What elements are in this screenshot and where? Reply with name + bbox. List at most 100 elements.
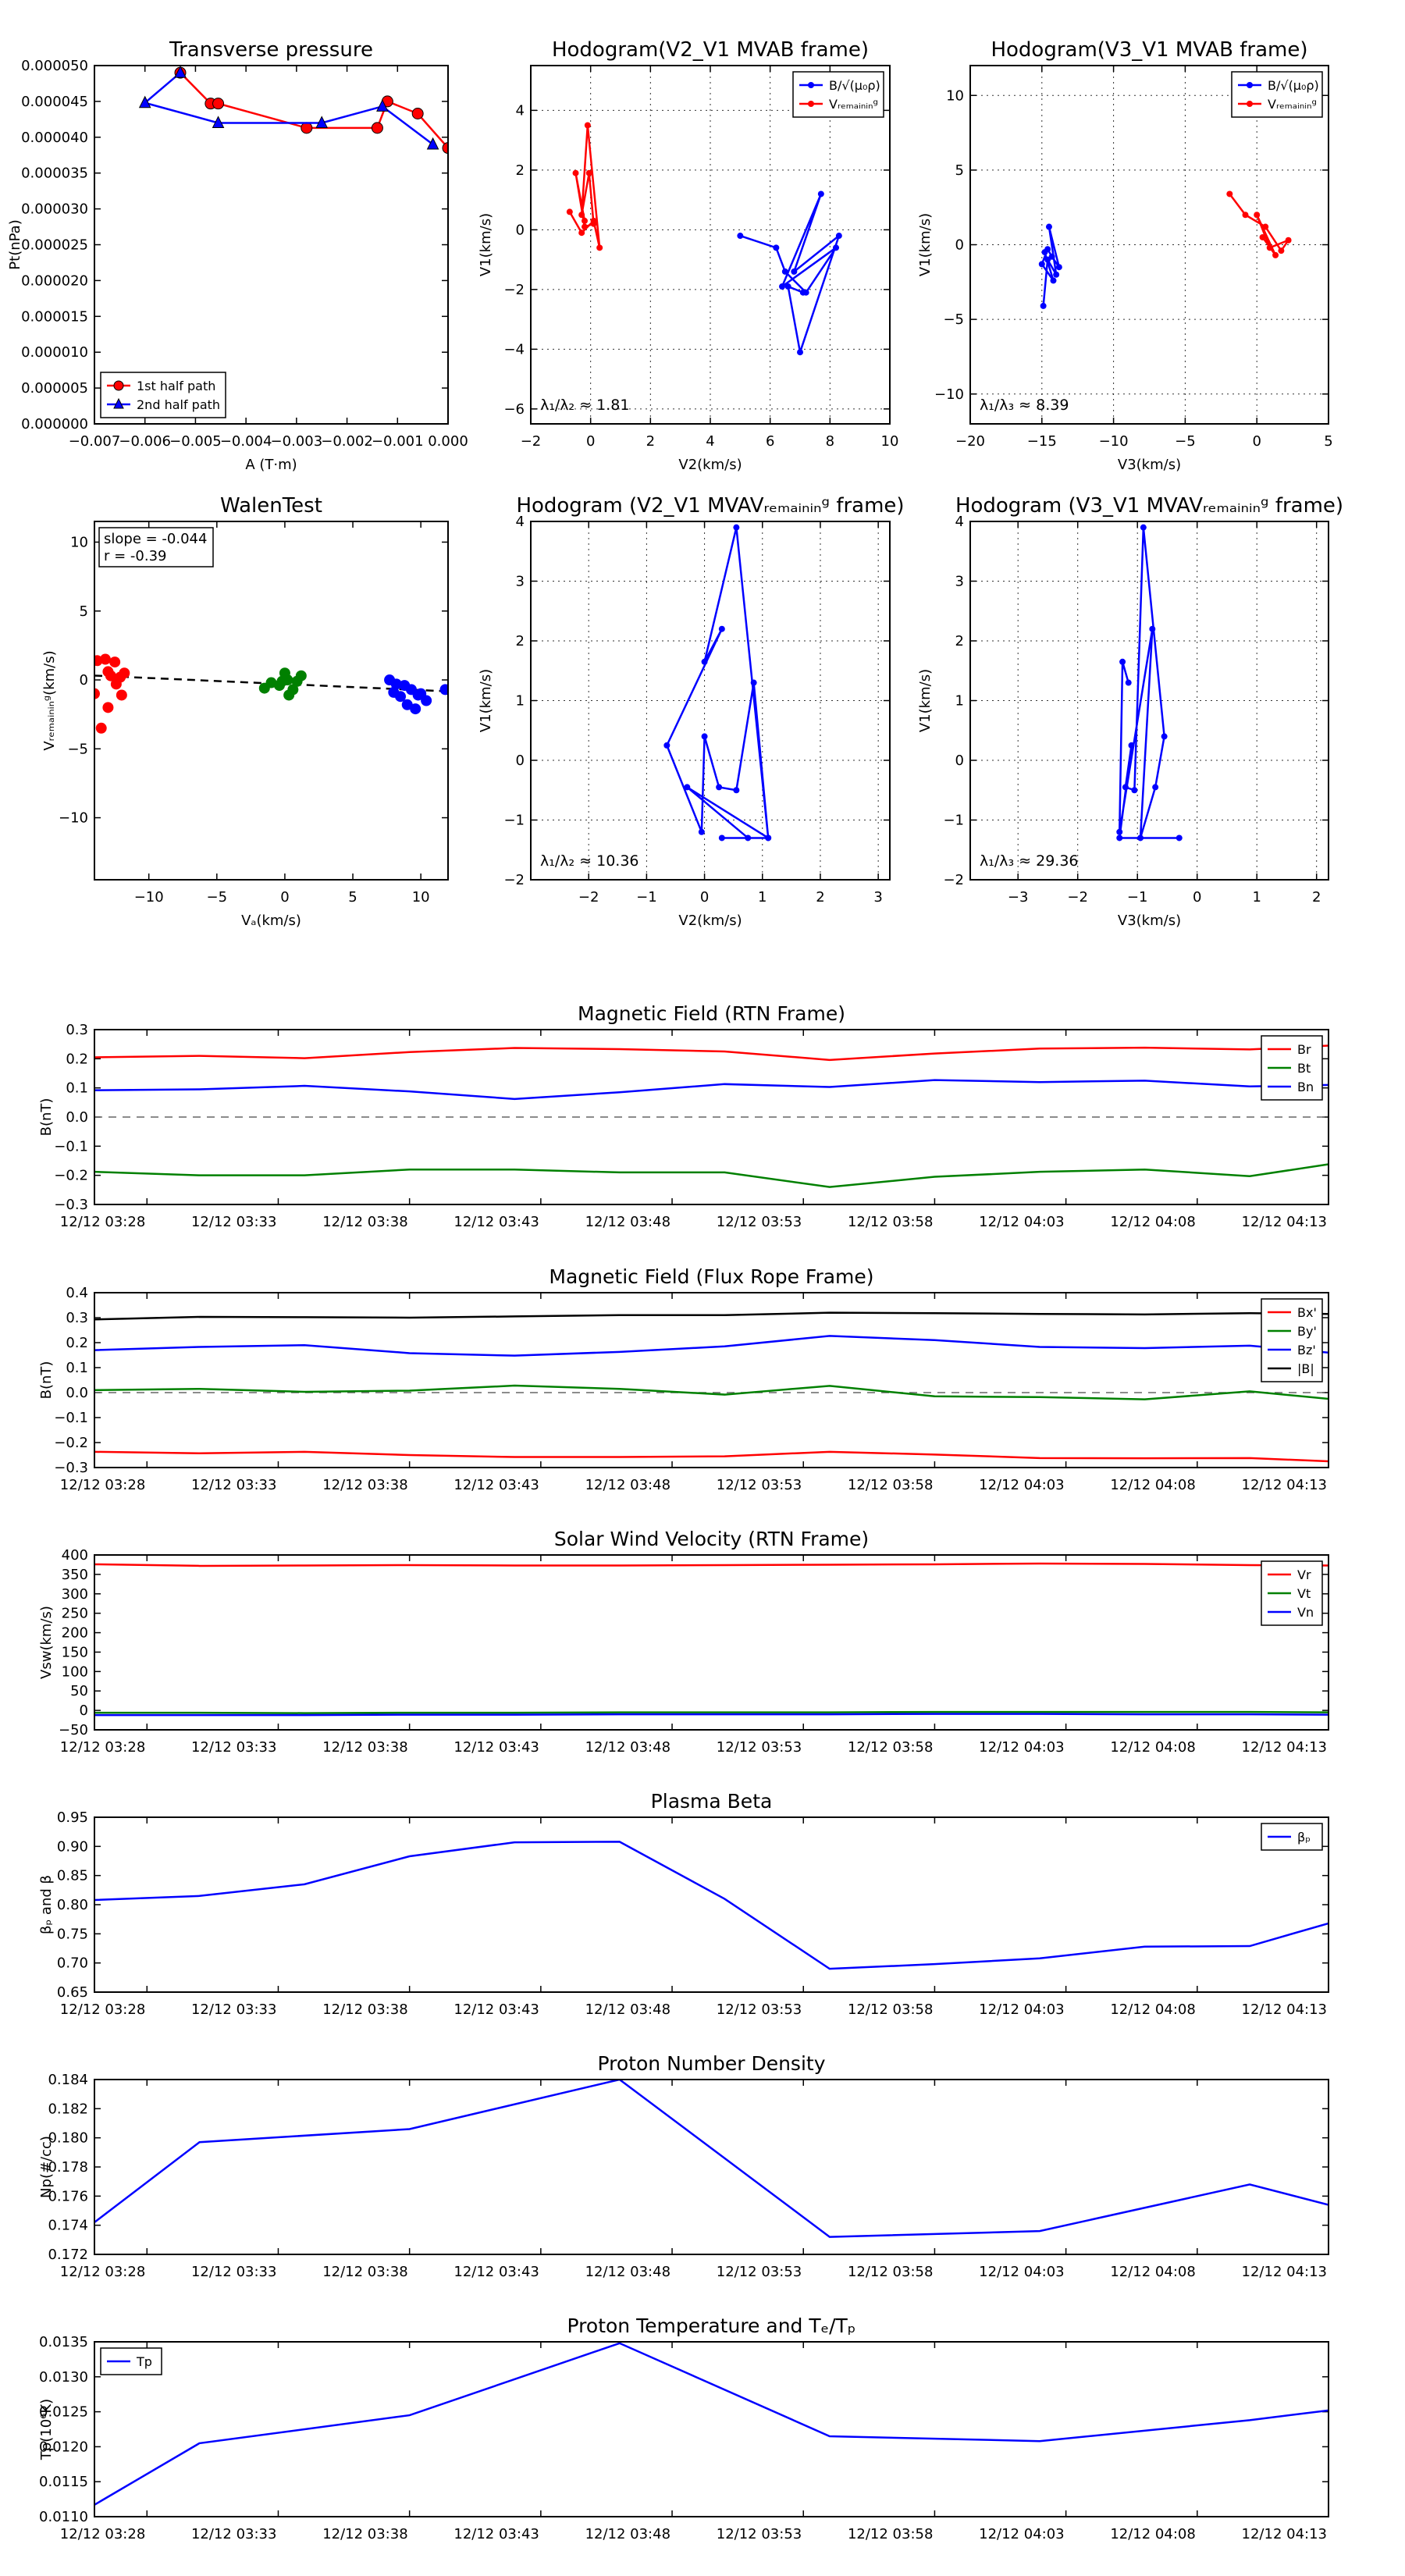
- y-tick-label: 250: [62, 1606, 88, 1622]
- y-tick-label: 0.0115: [39, 2474, 88, 2490]
- annotation-text: slope = -0.044: [104, 531, 207, 547]
- data-point: [295, 670, 307, 681]
- plot-area: [566, 122, 842, 356]
- data-point: [301, 122, 313, 134]
- x-tick-label: 0.000: [428, 433, 468, 450]
- data-point: [421, 695, 432, 706]
- x-tick-label: 5: [348, 889, 357, 906]
- series-b--line: [739, 193, 841, 353]
- legend-marker: [113, 380, 124, 391]
- y-tick-label: 0.70: [57, 1955, 88, 1972]
- x-tick-label: 12/12 03:58: [848, 2264, 933, 2280]
- x-tick-label: 12/12 03:43: [454, 1739, 539, 1756]
- data-point: [1116, 834, 1123, 841]
- plot-area: [94, 1311, 1329, 1463]
- legend-box: [100, 372, 226, 418]
- plot-frame: [94, 521, 449, 881]
- data-point: [582, 217, 588, 224]
- data-point: [750, 679, 757, 686]
- y-tick-label: −0.3: [54, 1197, 88, 1213]
- y-tick-label: 0: [955, 237, 964, 254]
- data-point: [212, 98, 225, 110]
- x-tick-label: 12/12 03:48: [585, 2001, 670, 2018]
- data-point: [596, 244, 603, 251]
- chart-tp: Proton Temperature and Tₑ/Tₚ 12/12 03:28 1…: [38, 2314, 1329, 2542]
- data-point: [401, 699, 413, 710]
- x-tick-label: −0.006: [119, 433, 171, 450]
- y-tick-label: 0.000020: [21, 272, 88, 289]
- chart-h1: Hodogram(V2_V1 MVAB frame) −2 0 2 4 6 8 10 −6 −4 −…: [478, 38, 898, 473]
- y-tick-label: 0.000035: [21, 165, 88, 182]
- x-tick-label: 5: [1324, 433, 1332, 450]
- x-tick-label: 12/12 03:48: [585, 2264, 670, 2280]
- series-bx--line: [94, 1450, 1329, 1463]
- legend-label: Tp: [136, 2354, 152, 2369]
- data-point: [1041, 249, 1048, 256]
- x-tick-label: 2: [646, 433, 655, 450]
- y-tick-label: −0.2: [54, 1435, 88, 1451]
- legend-marker: [808, 82, 814, 88]
- x-tick-label: 12/12 03:58: [848, 1477, 933, 1493]
- y-tick-label: 0.0125: [39, 2404, 88, 2421]
- y-tick-label: 0.3: [66, 1310, 88, 1326]
- y-tick-label: 0.0120: [39, 2439, 88, 2455]
- y-tick-label: 0.000045: [21, 94, 88, 110]
- y-tick-label: −1: [943, 813, 964, 829]
- series-tp-line: [94, 2342, 1329, 2506]
- x-tick-label: 12/12 03:33: [191, 2264, 276, 2280]
- data-point: [110, 678, 122, 690]
- legend-label: Bt: [1297, 1061, 1311, 1076]
- plot-frame: [94, 1292, 1329, 1468]
- x-tick-label: −20: [955, 433, 985, 450]
- chart-beta: Plasma Beta 12/12 03:28 12/12 03:33 12/12 0…: [38, 1790, 1329, 2018]
- legend-label: Bn: [1297, 1080, 1314, 1094]
- data-point: [566, 208, 573, 215]
- data-point: [94, 688, 100, 699]
- data-point: [578, 229, 585, 237]
- chart-title: Transverse pressure: [169, 38, 373, 62]
- data-point: [1038, 261, 1045, 268]
- x-tick-label: −0.007: [69, 433, 121, 450]
- x-tick-label: 12/12 03:48: [585, 1477, 670, 1493]
- x-tick-label: 8: [826, 433, 834, 450]
- chart-np: Proton Number Density 12/12 03:28 12/12 03…: [38, 2052, 1329, 2280]
- series-0-line: [665, 527, 770, 840]
- annotation-text: λ₁/λ₂ ≈ 10.36: [540, 852, 639, 870]
- data-point: [315, 116, 329, 128]
- data-point: [1254, 212, 1261, 219]
- y-tick-label: 200: [62, 1625, 88, 1642]
- y-axis-label: V1(km/s): [478, 213, 494, 276]
- data-point: [817, 190, 824, 197]
- y-tick-label: 2: [516, 633, 525, 649]
- y-tick-label: −10: [934, 386, 964, 403]
- x-tick-label: 12/12 03:53: [717, 1214, 802, 1230]
- plot-frame: [94, 2341, 1329, 2517]
- data-point: [439, 684, 448, 696]
- plot-frame: [94, 1816, 1329, 1993]
- x-tick-label: 12/12 04:13: [1242, 1477, 1327, 1493]
- y-axis-label: B(nT): [38, 1361, 55, 1400]
- x-tick-label: 12/12 04:08: [1110, 1477, 1195, 1493]
- y-axis-label: Tp(10⁶K): [38, 2399, 55, 2460]
- chart-title: Hodogram (V2_V1 MVAVᵣₑₘₐᵢₙᵢₙᵍ frame): [516, 494, 904, 518]
- x-tick-label: −5: [207, 889, 228, 906]
- legend-label: βₚ: [1297, 1830, 1311, 1845]
- data-point: [737, 233, 744, 240]
- chart-brtn: Magnetic Field (RTN Frame) 12/12 03:28 12/…: [38, 1002, 1329, 1230]
- plot-area: [1038, 190, 1292, 309]
- annotation-text: r = -0.39: [104, 548, 167, 564]
- data-point: [105, 670, 116, 681]
- plot-area: [1116, 524, 1183, 841]
- plot-area: [94, 653, 448, 734]
- plot-frame: [94, 2079, 1329, 2255]
- y-tick-label: 0.000030: [21, 201, 88, 218]
- data-point: [376, 99, 389, 112]
- x-tick-label: 12/12 04:03: [979, 2001, 1064, 2018]
- y-axis-label: B(nT): [38, 1098, 55, 1137]
- y-axis-label: Vᵣₑₘₐᵢₙᵢₙᵍ(km/s): [41, 650, 58, 750]
- chart-h3: Hodogram (V2_V1 MVAVᵣₑₘₐᵢₙᵢₙᵍ frame) −2 −1…: [478, 494, 905, 929]
- data-point: [174, 66, 187, 78]
- x-tick-label: 12/12 03:28: [60, 2001, 145, 2018]
- x-tick-label: 12/12 03:38: [322, 2264, 407, 2280]
- data-point: [1125, 679, 1132, 686]
